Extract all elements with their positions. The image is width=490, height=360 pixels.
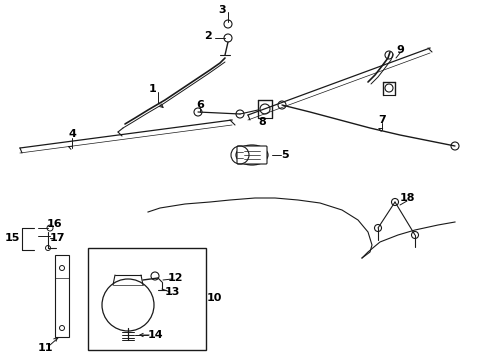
Text: 7: 7	[378, 115, 386, 125]
Text: 15: 15	[4, 233, 20, 243]
Text: 16: 16	[46, 219, 62, 229]
Text: 12: 12	[167, 273, 183, 283]
Text: 3: 3	[218, 5, 226, 15]
Text: 10: 10	[206, 293, 221, 303]
Text: 8: 8	[258, 117, 266, 127]
Text: 5: 5	[281, 150, 289, 160]
FancyBboxPatch shape	[237, 146, 267, 164]
Bar	[88, 248, 206, 350]
Text: 14: 14	[147, 330, 163, 340]
Text: 9: 9	[396, 45, 404, 55]
Text: 1: 1	[149, 84, 157, 94]
Text: 4: 4	[68, 129, 76, 139]
Text: 18: 18	[399, 193, 415, 203]
Text: 13: 13	[164, 287, 180, 297]
Text: 6: 6	[196, 100, 204, 110]
Bar	[55, 255, 69, 337]
Text: 17: 17	[49, 233, 65, 243]
Text: 11: 11	[37, 343, 53, 353]
Text: 2: 2	[204, 31, 212, 41]
